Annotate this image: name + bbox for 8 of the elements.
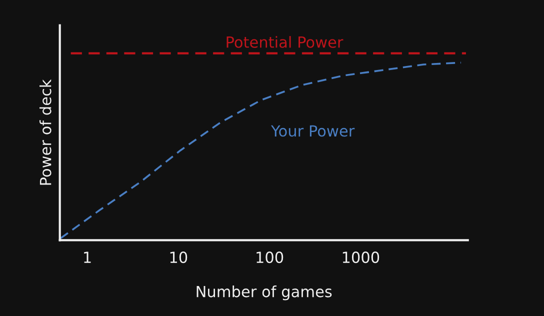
x-axis-title: Number of games	[196, 286, 332, 300]
x-tick-label: 100	[256, 252, 284, 264]
y-axis-title: Power of deck	[40, 79, 52, 185]
x-tick-label: 1000	[342, 252, 380, 264]
x-tick-label: 10	[170, 252, 188, 264]
series-label: Potential Power	[226, 36, 344, 48]
x-tick-label: 1	[84, 252, 91, 263]
series-label: Your Power	[270, 125, 355, 137]
